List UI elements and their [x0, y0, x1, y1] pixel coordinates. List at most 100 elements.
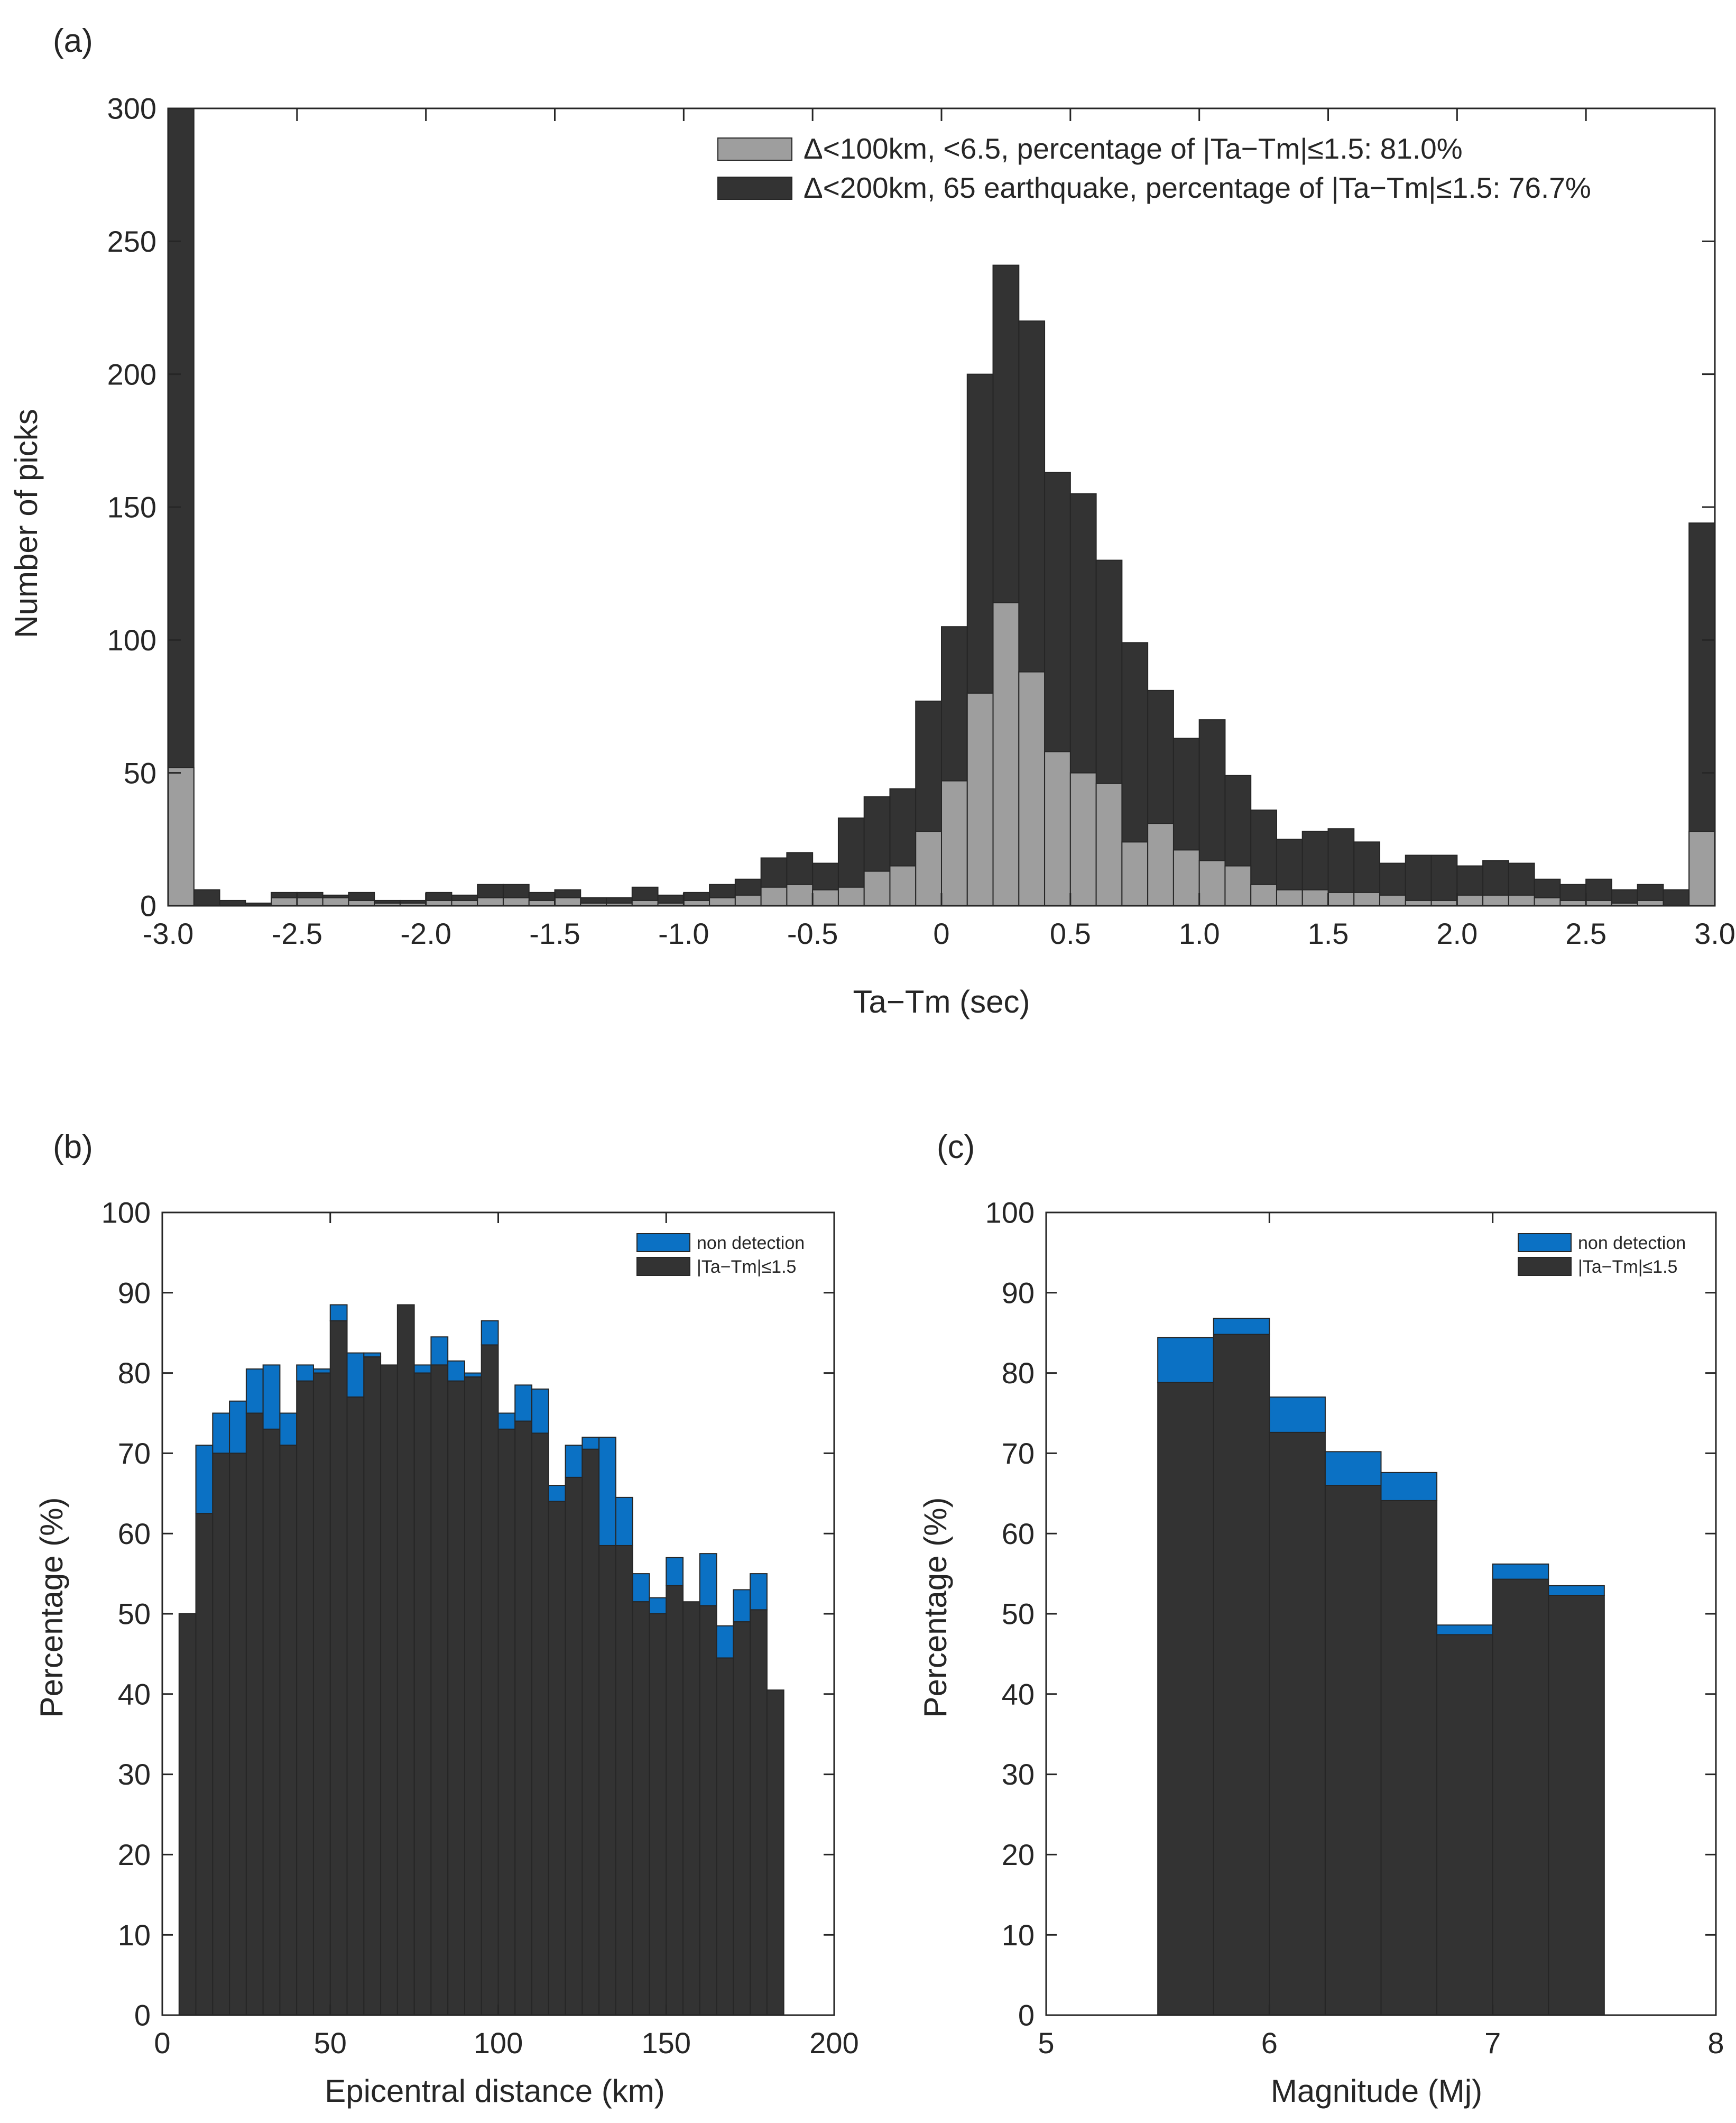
- light-bar: [1018, 671, 1046, 906]
- detection-bar: [1548, 1595, 1605, 2016]
- panel-a-label: (a): [53, 23, 93, 59]
- light-bar: [1069, 772, 1097, 906]
- y-tick-label: 10: [118, 1918, 151, 1952]
- light-bar: [1172, 849, 1200, 906]
- non-detection-bar: [1213, 1318, 1270, 1335]
- x-tick-label: 150: [642, 2026, 691, 2060]
- light-bar: [1637, 899, 1664, 906]
- panel-b-legend-blue-label: non detection: [697, 1233, 805, 1253]
- light-bar: [528, 899, 556, 906]
- light-bar: [1301, 889, 1329, 906]
- y-tick-label: 0: [1018, 1999, 1035, 2032]
- detection-bar: [615, 1545, 633, 2016]
- panel-c-x-ticks: 5 6 7 8: [1038, 1212, 1724, 2060]
- detection-bar: [1213, 1334, 1270, 2016]
- light-bar: [1276, 889, 1303, 906]
- non-detection-bar: [1269, 1396, 1326, 1433]
- y-tick-label: 90: [1002, 1276, 1035, 1309]
- y-tick-label: 60: [1002, 1517, 1035, 1550]
- dark-bar: [219, 899, 246, 906]
- non-detection-bar: [279, 1412, 298, 1446]
- panel-c-legend-blue-swatch: [1518, 1233, 1572, 1252]
- y-tick-label: 80: [118, 1356, 151, 1390]
- y-tick-label: 50: [118, 1597, 151, 1631]
- panel-b-label: (b): [53, 1129, 93, 1165]
- detection-bar: [649, 1613, 667, 2016]
- detection-bar: [464, 1376, 482, 2016]
- non-detection-bar: [346, 1352, 365, 1398]
- y-tick-label: 30: [1002, 1758, 1035, 1791]
- x-tick-label: 1.5: [1308, 917, 1349, 950]
- light-bar: [889, 865, 917, 906]
- panel-b-legend-blue-swatch: [636, 1233, 690, 1252]
- panel-a-x-ticks: -3.0 -2.5 -2.0 -1.5 -1.0 -0.5 0 0.5 1.0 1.5 2.0 2.5…: [143, 108, 1735, 950]
- light-bar: [760, 886, 788, 907]
- panel-a-legend: Δ<100km, <6.5, percentage of |Ta−Tm|≤1.5…: [717, 132, 1591, 204]
- x-tick-label: -2.0: [400, 917, 451, 950]
- light-bar: [966, 692, 994, 907]
- non-detection-bar: [632, 1573, 650, 1603]
- light-bar: [992, 602, 1020, 906]
- non-detection-bar: [581, 1437, 600, 1450]
- x-tick-label: -2.5: [272, 917, 323, 950]
- detection-bar: [666, 1585, 684, 2016]
- x-tick-label: 0: [933, 917, 949, 950]
- detection-bar: [632, 1601, 650, 2016]
- non-detection-bar: [497, 1412, 516, 1430]
- x-tick-label: -0.5: [787, 917, 838, 950]
- detection-bar: [699, 1605, 717, 2016]
- light-bar: [1095, 783, 1123, 906]
- panel-a-legend-dark-label: Δ<200km, 65 earthquake, percentage of |T…: [804, 171, 1591, 204]
- light-bar: [554, 897, 581, 907]
- y-tick-label: 100: [101, 1196, 151, 1229]
- panel-c-legend-dark-swatch: [1518, 1257, 1572, 1276]
- light-bar: [1379, 894, 1406, 906]
- non-detection-bar: [262, 1364, 281, 1430]
- y-tick-label: 40: [118, 1677, 151, 1711]
- detection-bar: [1380, 1500, 1438, 2016]
- detection-bar: [733, 1621, 751, 2016]
- light-bar: [1353, 892, 1381, 907]
- light-bar: [1482, 894, 1509, 906]
- non-detection-bar: [229, 1400, 247, 1454]
- y-tick-label: 70: [118, 1437, 151, 1470]
- dark-bar: [1663, 889, 1690, 906]
- non-detection-bar: [464, 1372, 482, 1378]
- panel-b-x-ticks: 0 50 100 150 200: [154, 1212, 859, 2060]
- y-tick-label: 10: [1002, 1918, 1035, 1952]
- non-detection-bar: [430, 1336, 449, 1366]
- light-bar: [425, 899, 453, 906]
- y-tick-label: 70: [1002, 1437, 1035, 1470]
- detection-bar: [581, 1448, 600, 2016]
- y-tick-label: 60: [118, 1517, 151, 1550]
- light-bar: [1688, 831, 1716, 906]
- light-bar: [631, 899, 659, 906]
- light-bar: [168, 767, 195, 906]
- y-tick-label: 40: [1002, 1677, 1035, 1711]
- detection-bar: [1492, 1578, 1549, 2016]
- detection-bar: [447, 1380, 465, 2016]
- non-detection-bar: [245, 1368, 264, 1414]
- light-bar: [863, 870, 891, 906]
- panel-a-y-axis-label: Number of picks: [8, 409, 44, 638]
- non-detection-bar: [312, 1368, 331, 1374]
- y-tick-label: 150: [107, 491, 156, 524]
- non-detection-bar: [1492, 1563, 1549, 1580]
- x-tick-label: -3.0: [143, 917, 194, 950]
- y-tick-label: 80: [1002, 1356, 1035, 1390]
- detection-bar: [1324, 1485, 1382, 2016]
- y-tick-label: 100: [107, 623, 156, 657]
- x-tick-label: 3.0: [1694, 917, 1735, 950]
- panel-a-legend-dark-swatch: [717, 177, 792, 200]
- y-tick-label: 30: [118, 1758, 151, 1791]
- light-bar: [1430, 899, 1458, 906]
- y-tick-label: 100: [985, 1196, 1035, 1229]
- panel-a-legend-light-swatch: [717, 137, 792, 161]
- x-tick-label: 0: [154, 2026, 170, 2060]
- y-tick-label: 0: [134, 1999, 151, 2032]
- detection-bar: [1436, 1634, 1493, 2016]
- light-bar: [915, 831, 942, 906]
- x-tick-label: 2.5: [1565, 917, 1606, 950]
- panel-a-x-axis-label: Ta−Tm (sec): [853, 984, 1030, 1019]
- detection-bar: [229, 1453, 247, 2016]
